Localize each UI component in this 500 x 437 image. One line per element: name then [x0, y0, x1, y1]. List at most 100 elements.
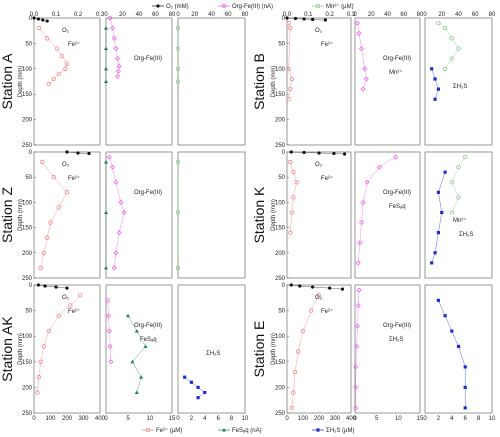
- station-title: Station Z: [0, 187, 15, 243]
- series-annotation: Fe²⁺: [321, 175, 333, 182]
- depth-tick-label: 250: [275, 411, 286, 417]
- series-annotation: Mn²⁺: [389, 69, 403, 76]
- depth-tick-label: 150: [275, 360, 286, 366]
- series-segment: [136, 330, 146, 347]
- data-point: [360, 86, 366, 92]
- series-segment: [355, 346, 357, 367]
- data-point: [46, 81, 51, 87]
- series-segment: [379, 156, 396, 168]
- top-tick-label: 60: [225, 12, 232, 18]
- data-point: [449, 180, 454, 185]
- bottom-tick-label: 6: [464, 416, 468, 422]
- data-point: [463, 406, 467, 410]
- legend-marker: [145, 427, 151, 433]
- top-tick-label: 80: [242, 12, 249, 18]
- series-segment: [434, 78, 439, 90]
- series-segment: [288, 28, 291, 69]
- bottom-tick-label: 15: [169, 416, 176, 422]
- data-point: [456, 46, 461, 51]
- depth-tick-label: 150: [22, 360, 33, 366]
- series-segment: [58, 305, 71, 316]
- data-point: [113, 179, 119, 185]
- depth-tick-label: 100: [275, 200, 286, 206]
- legend-top: O₂ (mM) Org-Fe(III) (nA) Mn²⁺ (µM): [152, 3, 354, 10]
- subplot-frame: [105, 151, 173, 279]
- data-point: [175, 79, 181, 84]
- data-point: [430, 261, 434, 265]
- series-annotation: ΣH₂S: [206, 351, 220, 357]
- series-segment: [291, 151, 305, 153]
- series-annotation: O₂: [62, 28, 70, 34]
- data-point: [354, 20, 360, 26]
- bottom-tick-label: 0: [32, 416, 36, 422]
- series-segment: [66, 151, 79, 154]
- legend-label: FeSₐq (nA): [232, 428, 262, 434]
- series-orgfe: [354, 20, 369, 92]
- depth-tick-label: 200: [22, 118, 33, 124]
- data-point: [104, 210, 108, 214]
- data-point: [113, 45, 119, 51]
- series-fes: [104, 160, 108, 270]
- bottom-tick-label: 300: [78, 416, 89, 422]
- data-point: [64, 190, 70, 195]
- data-point: [45, 235, 50, 240]
- top-tick-label: 80: [417, 12, 424, 18]
- subplot-frame: [286, 151, 352, 279]
- series-segment: [48, 78, 54, 85]
- series-segment: [47, 38, 58, 49]
- series-o2: [289, 283, 345, 291]
- subplot-frame: [33, 284, 101, 414]
- series-annotation: Mn²⁺: [453, 217, 467, 224]
- data-point: [289, 76, 294, 82]
- data-point: [359, 45, 364, 51]
- series-segment: [310, 295, 320, 311]
- series-segment: [299, 285, 313, 288]
- series-annotation: Org-Fe(III): [134, 56, 162, 62]
- series-segment: [438, 172, 446, 193]
- data-point: [115, 56, 121, 62]
- series-fes: [104, 26, 108, 83]
- subplot-frame: [424, 284, 493, 414]
- depth-tick-label: 50: [278, 175, 285, 181]
- bottom-tick-label: 200: [314, 416, 325, 422]
- data-point: [116, 63, 122, 69]
- data-point: [294, 180, 299, 185]
- data-point: [449, 56, 454, 61]
- data-point: [104, 66, 108, 71]
- depth-tick-label: 250: [275, 143, 286, 149]
- depth-tick-label: 100: [275, 67, 286, 73]
- station-title: Station K: [251, 186, 267, 243]
- depth-tick-label: 200: [275, 385, 286, 391]
- series-segment: [127, 315, 138, 332]
- top-tick-label: 60: [472, 12, 479, 18]
- series-segment: [77, 152, 90, 154]
- top-tick-label: 0: [423, 12, 427, 18]
- series-segment: [43, 237, 48, 253]
- depth-tick-label: 150: [275, 226, 286, 232]
- series-o2: [289, 150, 347, 156]
- series-h2s: [430, 67, 440, 101]
- data-point: [63, 66, 68, 71]
- data-point: [340, 287, 345, 291]
- series-segment: [56, 48, 63, 57]
- legend-top-item: Org-Fe(III) (nA): [218, 3, 273, 10]
- series-mn: [175, 159, 181, 271]
- series-o2: [32, 16, 49, 23]
- series-orgfe: [106, 154, 127, 271]
- bottom-tick-label: 4: [450, 416, 454, 422]
- series-segment: [37, 377, 40, 393]
- subplot-frame: [424, 17, 493, 146]
- series-annotation: ΣH₂S: [459, 232, 473, 238]
- depth-tick-label: 100: [22, 67, 33, 73]
- data-point: [353, 405, 359, 411]
- data-point: [323, 18, 327, 22]
- series-segment: [438, 300, 446, 316]
- series-segment: [61, 55, 68, 64]
- series-o2: [285, 16, 327, 22]
- bottom-tick-label: 400: [346, 416, 357, 422]
- station-block: Station Z Depth (mm) 0 50 100 150 200 250 O₂ Fe²⁺…: [0, 150, 246, 282]
- depth-tick-label: 250: [22, 276, 33, 282]
- series-segment: [358, 290, 360, 306]
- series-segment: [115, 182, 122, 203]
- top-tick-label: 20: [438, 12, 445, 18]
